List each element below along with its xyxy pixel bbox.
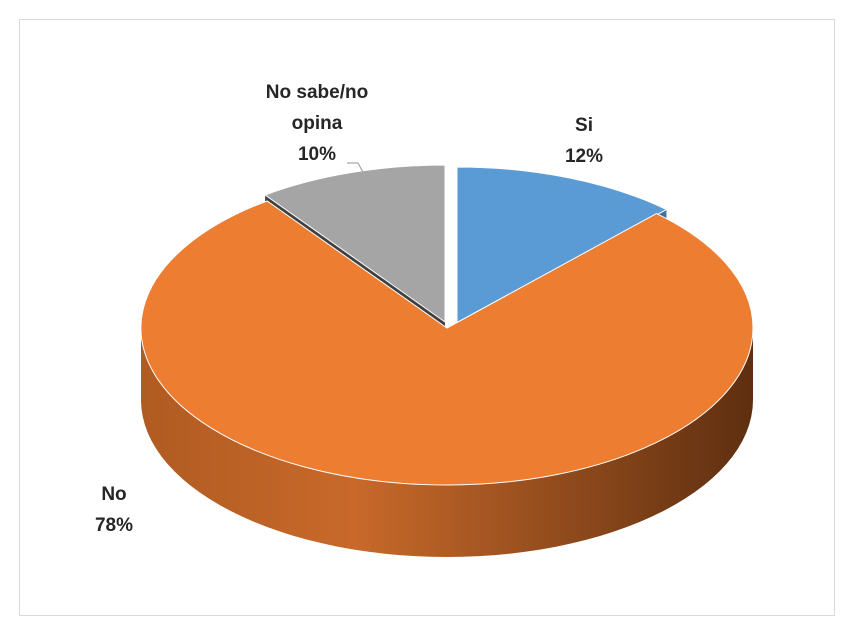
label-value-1: 78%	[95, 515, 133, 536]
label-value-0: 12%	[565, 146, 603, 167]
leader-line-no-sabe	[347, 162, 366, 177]
label-value-2: 10%	[298, 144, 336, 165]
label-category-0: Si	[575, 115, 593, 136]
slice-side-1	[141, 328, 753, 557]
label-category-1: No	[101, 484, 126, 505]
pie-tops	[140, 164, 754, 486]
leader-lines	[347, 162, 366, 177]
label-category-2: opina	[292, 113, 343, 134]
slice-no-sabe	[264, 164, 446, 323]
label-category-2: No sabe/no	[266, 82, 368, 103]
data-labels: Si 12% No 78% No sabe/no opina 10%	[95, 82, 603, 536]
slice-si	[456, 166, 668, 325]
slice-no	[140, 200, 754, 486]
